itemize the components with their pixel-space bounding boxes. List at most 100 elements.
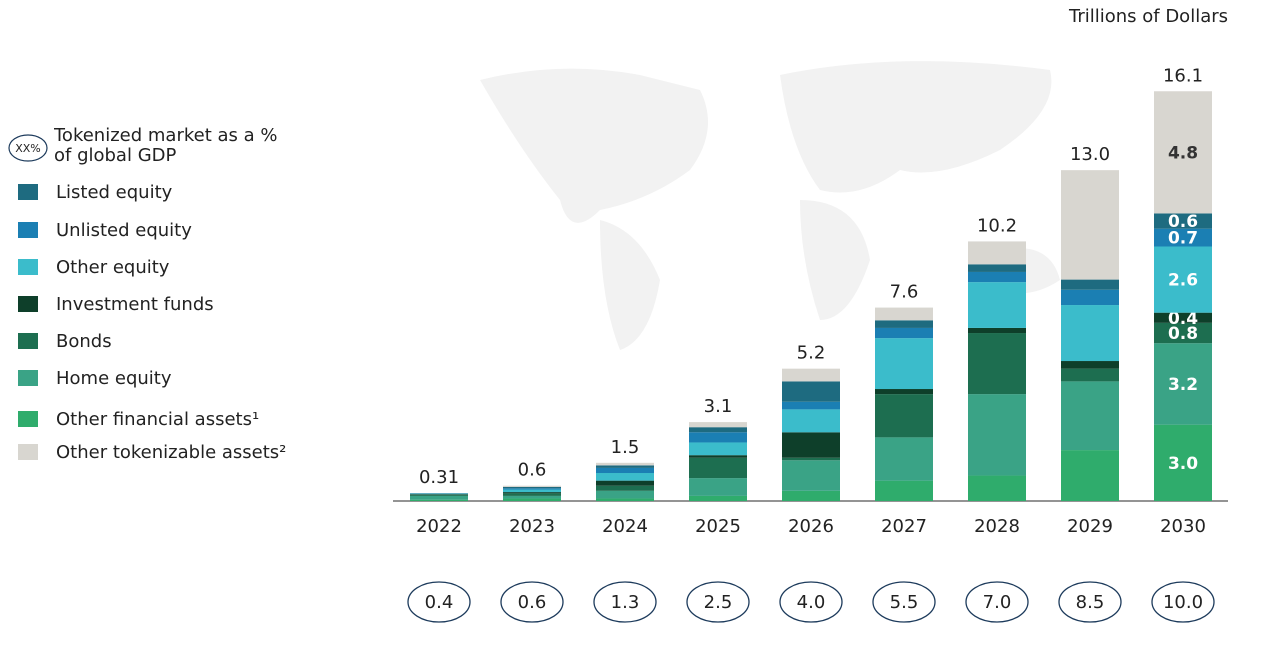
bar-segment: [968, 327, 1026, 334]
gdp-badge: [965, 581, 1029, 623]
bar-segment: [503, 495, 561, 499]
bar-segment: [782, 401, 840, 410]
gdp-badge: [1058, 581, 1122, 623]
bar-segment: [875, 338, 933, 390]
total-label: 0.6: [518, 460, 547, 481]
legend-title-box: Tokenized market as a % of global GDP: [54, 126, 277, 166]
legend-label: Listed equity: [56, 182, 173, 203]
segment-label: 4.8: [1168, 143, 1198, 163]
gdp-label: 0.6: [518, 592, 547, 613]
bar-segment: [503, 489, 561, 493]
bar-segment: [782, 457, 840, 461]
bar-segment: [689, 427, 747, 433]
legend-swatch: [18, 184, 38, 200]
bar-segment: [782, 460, 840, 491]
bar-segment: [782, 368, 840, 382]
bar-segment: [596, 473, 654, 481]
total-label: 5.2: [797, 343, 826, 364]
gdp-label: 2.5: [704, 592, 733, 613]
total-label: 10.2: [977, 215, 1017, 236]
legend-badge-text: XX%: [15, 142, 41, 155]
legend-swatch: [18, 411, 38, 427]
bar-segment: [782, 432, 840, 458]
bar-segment: [875, 389, 933, 395]
bar-segment: [503, 493, 561, 496]
bar-segment: [782, 409, 840, 433]
bar-segment: [689, 422, 747, 428]
bar-segment: [1154, 424, 1212, 501]
bar-segment: [875, 394, 933, 438]
bar-segment: [689, 478, 747, 496]
legend-label: Other equity: [56, 257, 170, 278]
bar-segment: [503, 488, 561, 490]
bar-segment: [596, 485, 654, 491]
gdp-badge: [500, 581, 564, 623]
bar-segment: [689, 432, 747, 443]
legend-swatch: [18, 333, 38, 349]
total-label: 1.5: [611, 437, 640, 458]
bar-segment: [968, 394, 1026, 476]
gdp-badge: [686, 581, 750, 623]
total-label: 3.1: [704, 396, 733, 417]
legend-label: Home equity: [56, 368, 172, 389]
unit-label: Trillions of Dollars: [1068, 6, 1228, 27]
total-label: 16.1: [1163, 65, 1203, 86]
bar-segment: [689, 455, 747, 458]
x-tick-label: 2027: [881, 516, 927, 537]
bar-segment: [503, 487, 561, 489]
gdp-label: 0.4: [425, 592, 454, 613]
bar-segment: [1061, 450, 1119, 501]
world-map-background: [480, 61, 1060, 350]
total-label: 0.31: [419, 467, 459, 488]
bar-segment: [410, 494, 468, 495]
bar-segment: [596, 462, 654, 466]
bar-segment: [1061, 381, 1119, 451]
bar-segment: [1061, 361, 1119, 369]
bar-segment: [968, 271, 1026, 283]
bar-segment: [503, 498, 561, 501]
legend-label: Other financial assets¹: [56, 409, 259, 430]
x-tick-label: 2023: [509, 516, 555, 537]
total-label: 13.0: [1070, 144, 1110, 165]
segment-label: 0.7: [1168, 229, 1198, 249]
gdp-badge: [1151, 581, 1215, 623]
bar-segment: [968, 241, 1026, 265]
bar-segment: [1061, 289, 1119, 306]
total-label: 7.6: [890, 282, 919, 303]
gdp-label: 4.0: [797, 592, 826, 613]
gdp-badge: [407, 581, 471, 623]
bar-segment: [1154, 312, 1212, 323]
x-tick-label: 2022: [416, 516, 462, 537]
bar-segment: [1061, 305, 1119, 362]
bar-segment: [1061, 368, 1119, 382]
bar-segment: [689, 457, 747, 479]
segment-label: 0.4: [1168, 309, 1198, 329]
legend-label: Bonds: [56, 331, 112, 352]
bar-segment: [503, 485, 561, 488]
x-tick-label: 2024: [602, 516, 648, 537]
bar-segment: [875, 307, 933, 321]
bar-segment: [410, 493, 468, 495]
bar-segment: [1154, 322, 1212, 344]
bar-segment: [503, 492, 561, 494]
gdp-label: 5.5: [890, 592, 919, 613]
bar-segment: [410, 495, 468, 500]
legend-label: Other tokenizable assets²: [56, 442, 286, 463]
bar-segment: [968, 282, 1026, 328]
gdp-badge: [593, 581, 657, 623]
x-tick-label: 2026: [788, 516, 834, 537]
bar-segment: [875, 437, 933, 481]
bar-segment: [1154, 213, 1212, 229]
bar-segment: [875, 327, 933, 339]
x-tick-label: 2029: [1067, 516, 1113, 537]
legend-label: Investment funds: [56, 294, 214, 315]
bar-segment: [968, 333, 1026, 395]
bar-segment: [689, 495, 747, 501]
x-tick-label: 2025: [695, 516, 741, 537]
segment-label: 3.0: [1168, 454, 1198, 474]
bar-segment: [596, 498, 654, 501]
bar-segment: [596, 467, 654, 474]
legend-swatch: [18, 222, 38, 238]
legend-label: Unlisted equity: [56, 220, 192, 241]
